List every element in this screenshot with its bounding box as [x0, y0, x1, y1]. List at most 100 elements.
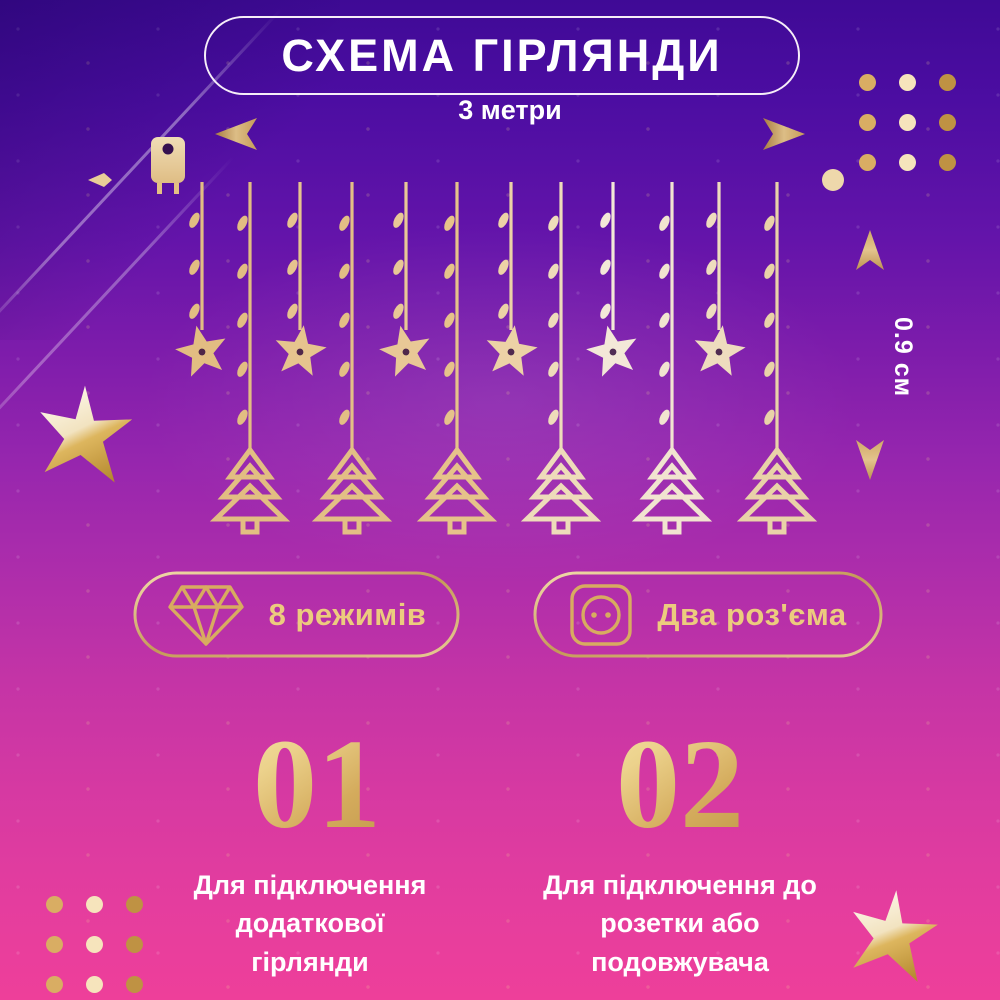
tree-ornament: [736, 445, 818, 535]
gold-dot: [86, 936, 103, 953]
star-ornament: [486, 325, 538, 376]
bulb: [659, 361, 670, 377]
badge-border: [533, 571, 883, 658]
socket-icon: [570, 583, 633, 646]
plug-prong: [174, 183, 179, 194]
bulb: [548, 312, 559, 328]
bulb: [287, 212, 298, 228]
wire-end-bead: [822, 169, 844, 191]
bulb: [287, 303, 298, 319]
bulb: [189, 259, 200, 275]
bulb: [706, 212, 717, 228]
bulb: [287, 259, 298, 275]
bulb: [393, 303, 404, 319]
step-description: Для підключення до розетки або подовжува…: [543, 870, 817, 977]
dot-grid: [859, 74, 956, 171]
bulb: [237, 263, 248, 279]
bulb: [444, 215, 455, 231]
star-ornament: [586, 325, 637, 377]
bulb: [444, 312, 455, 328]
bulb: [444, 263, 455, 279]
diamond-icon: [167, 584, 244, 646]
bulb: [237, 409, 248, 425]
feature-badge-sockets: Два роз'єма: [533, 571, 883, 658]
tree-ornament: [209, 445, 291, 535]
tree-ornament: [416, 445, 498, 535]
bulb: [659, 409, 670, 425]
plug-icon: [151, 137, 185, 183]
gold-dot: [46, 896, 63, 913]
bulb: [237, 361, 248, 377]
bulb: [764, 361, 775, 377]
width-measure-label: 3 метри: [458, 95, 562, 125]
star-decoration: [40, 385, 133, 483]
bulb: [498, 212, 509, 228]
gold-dot: [86, 976, 103, 993]
badge-border: [133, 571, 460, 658]
bulb: [189, 303, 200, 319]
bulb: [498, 259, 509, 275]
bulb: [659, 312, 670, 328]
bulb: [600, 303, 611, 319]
bulb: [339, 312, 350, 328]
bulb: [548, 215, 559, 231]
gold-dot: [899, 154, 916, 171]
bulb: [548, 263, 559, 279]
gold-dot: [126, 976, 143, 993]
step-description: Для підключення додаткової гірлянди: [193, 870, 427, 977]
bulb: [339, 409, 350, 425]
bulb: [444, 409, 455, 425]
height-measure-label: 0.9 см: [889, 316, 917, 398]
star-ornament: [275, 325, 327, 376]
step-number: 02: [520, 720, 840, 848]
bulb: [659, 215, 670, 231]
bulb: [548, 409, 559, 425]
gold-dot: [939, 114, 956, 131]
gold-dot: [46, 976, 63, 993]
gold-dot: [126, 896, 143, 913]
star-ornament: [694, 325, 746, 376]
gold-dot: [46, 936, 63, 953]
bulb: [498, 303, 509, 319]
wire-end-tip: [88, 173, 112, 187]
plug-hole: [162, 143, 174, 155]
bulb: [393, 259, 404, 275]
bulb: [237, 215, 248, 231]
gold-dot: [939, 74, 956, 91]
feature-label: 8 режимів: [268, 596, 427, 632]
width-arrow: [215, 118, 805, 150]
feature-badge-modes: 8 режимів: [133, 571, 460, 658]
bulb: [339, 215, 350, 231]
bulb: [659, 263, 670, 279]
tree-ornament: [631, 445, 713, 535]
feature-label: Два роз'єма: [657, 596, 847, 632]
gold-dot: [939, 154, 956, 171]
star-ornament: [175, 325, 226, 377]
step-number: 01: [157, 720, 477, 848]
tree-ornament: [311, 445, 393, 535]
bulb: [764, 215, 775, 231]
plug-prong: [157, 183, 162, 194]
bulb: [548, 361, 559, 377]
dot-grid: [46, 896, 143, 993]
bulb: [706, 303, 717, 319]
gold-dot: [899, 114, 916, 131]
garland-diagram: [88, 137, 844, 535]
tree-ornament: [520, 445, 602, 535]
bulb: [600, 212, 611, 228]
gold-dot: [899, 74, 916, 91]
bulb: [764, 409, 775, 425]
bulb: [444, 361, 455, 377]
bulb: [189, 212, 200, 228]
height-arrow: [856, 230, 884, 480]
gold-dot: [126, 936, 143, 953]
bulb: [237, 312, 248, 328]
bulb: [706, 259, 717, 275]
gold-dot: [859, 114, 876, 131]
star-ornament: [379, 325, 430, 377]
star-decoration: [853, 890, 938, 982]
gold-dot: [859, 74, 876, 91]
bulb: [339, 263, 350, 279]
bulb: [393, 212, 404, 228]
